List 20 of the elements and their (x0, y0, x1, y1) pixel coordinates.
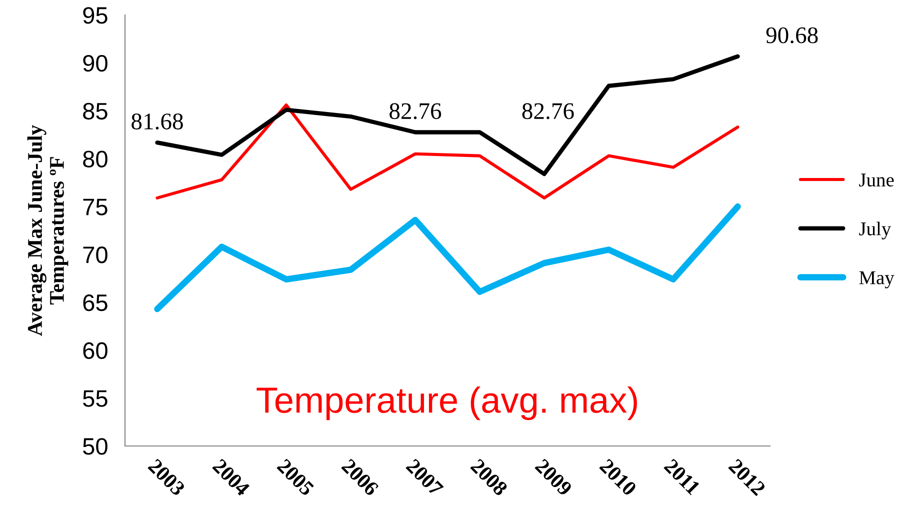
data-label: 90.68 (766, 27, 818, 44)
legend-label: July (859, 222, 892, 240)
legend-label: May (859, 271, 894, 288)
x-tick-label: 2007 (406, 458, 444, 497)
legend-label: June (859, 174, 894, 187)
y-tick-label: 75 (83, 198, 108, 216)
y-tick-label: 60 (83, 342, 108, 360)
y-tick-label: 65 (83, 294, 108, 312)
y-tick-label: 95 (83, 7, 108, 24)
annotation: Temperature (avg. max) (256, 386, 637, 420)
data-label: 81.68 (132, 114, 183, 130)
y-tick-label: 50 (83, 438, 108, 455)
y-tick-label: 90 (83, 54, 108, 72)
y-tick-label: 85 (83, 102, 108, 120)
y-tick-label: 55 (83, 390, 108, 407)
y-axis-title: Average Max June-July Temperatures ºF (27, 125, 68, 336)
y-tick-label: 70 (83, 246, 108, 264)
y-tick-label: 80 (83, 150, 108, 168)
data-label: 82.76 (390, 103, 442, 120)
data-label: 82.76 (522, 103, 574, 120)
